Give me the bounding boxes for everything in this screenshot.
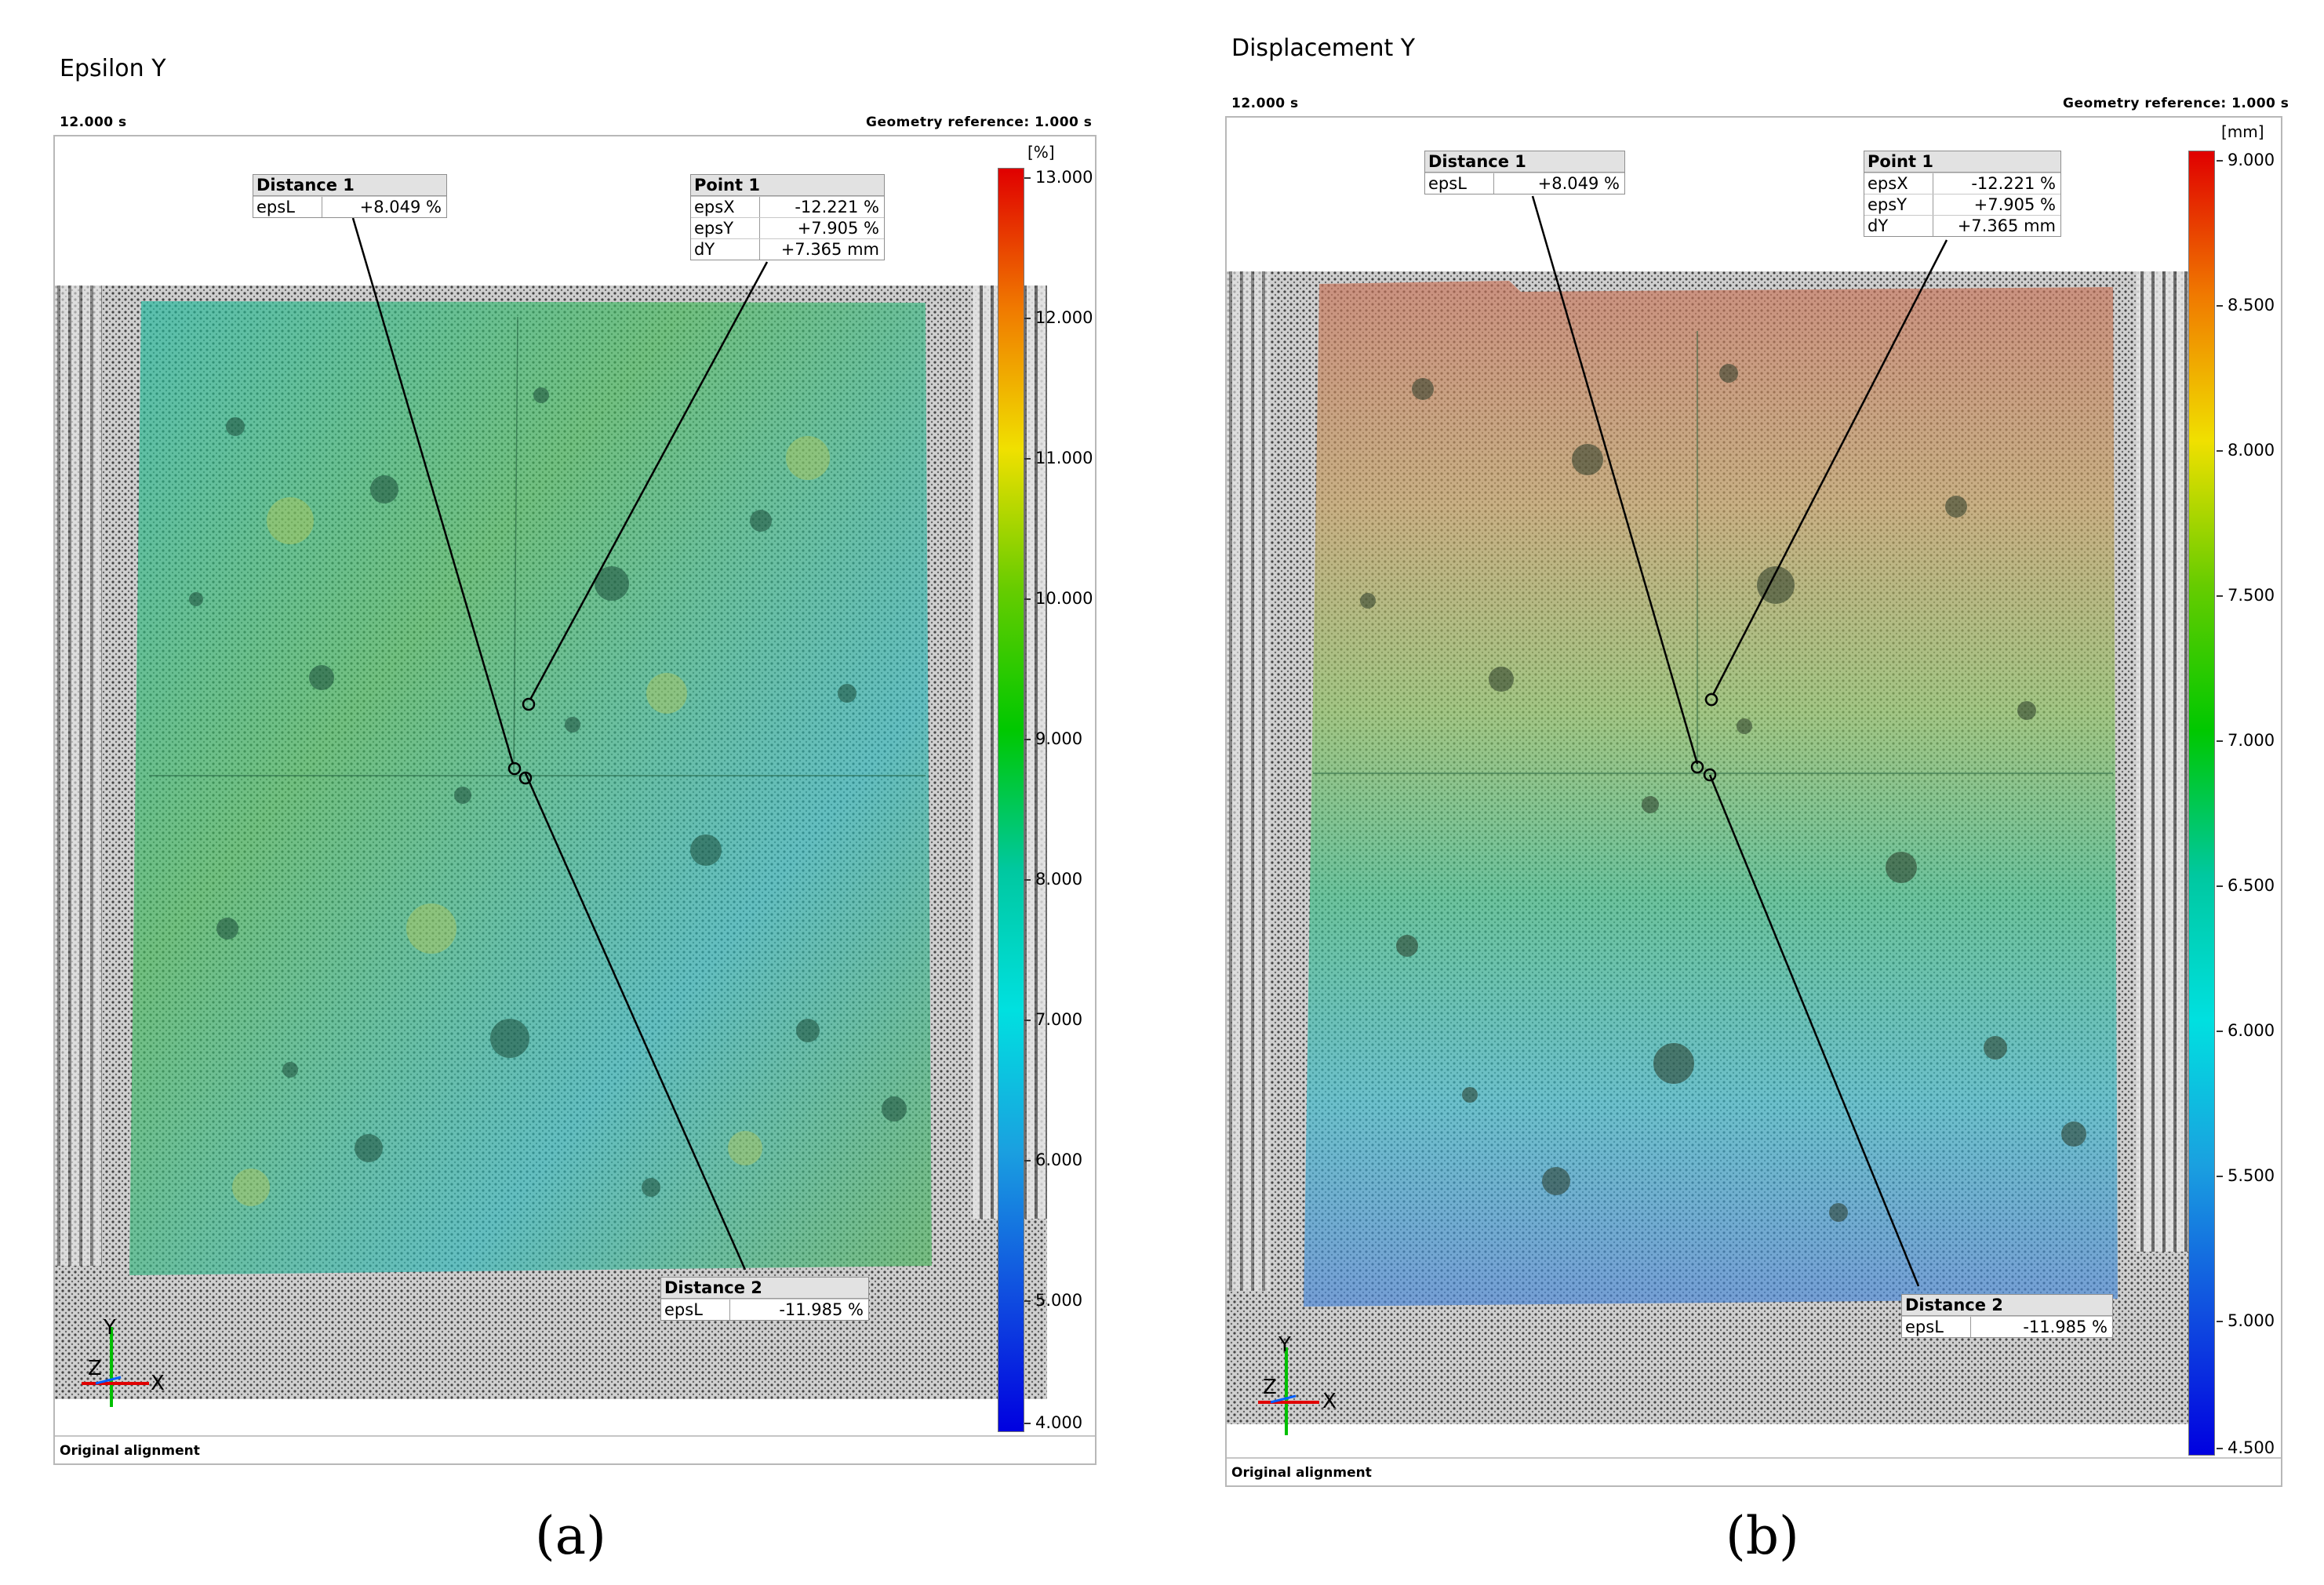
scale-tick: 13.000 [1024, 168, 1093, 187]
subfigure-label: (a) [535, 1506, 606, 1566]
label-row: epsL -11.985 % [1902, 1316, 2112, 1337]
label-value: -12.221 % [1971, 174, 2056, 193]
panel-title: Epsilon Y [60, 55, 166, 82]
label-title: Distance 1 [1425, 151, 1624, 173]
label-key: epsY [691, 218, 760, 238]
geometry-reference-label: Geometry reference: 1.000 s [2063, 96, 2289, 111]
label-row: epsL +8.049 % [1425, 173, 1624, 194]
color-scale-bar [998, 168, 1024, 1432]
time-label: 12.000 s [60, 115, 127, 130]
label-value: -12.221 % [795, 198, 879, 216]
view-frame[interactable]: [%] 13.000 12.000 11.000 10.000 9.000 8.… [53, 135, 1097, 1465]
label-title: Distance 2 [661, 1278, 868, 1299]
scale-tick: 4.500 [2216, 1438, 2275, 1457]
panel-title: Displacement Y [1231, 35, 1416, 62]
speckle-image [1227, 271, 2215, 1424]
scale-tick: 8.000 [2216, 441, 2275, 460]
scale-tick: 8.500 [2216, 296, 2275, 314]
label-row: epsY +7.905 % [691, 217, 884, 238]
axis-y-label: Y [1278, 1333, 1291, 1357]
scale-tick: 11.000 [1024, 449, 1093, 467]
scale-tick: 5.500 [2216, 1166, 2275, 1185]
scale-tick: 6.500 [2216, 876, 2275, 895]
label-title: Point 1 [691, 175, 884, 196]
label-key: dY [691, 239, 760, 260]
label-key: epsL [1902, 1317, 1971, 1337]
label-row: epsX -12.221 % [691, 196, 884, 217]
scale-unit: [%] [1027, 143, 1055, 162]
scale-tick: 9.000 [2216, 151, 2275, 169]
scale-tick: 5.000 [1024, 1291, 1083, 1310]
time-label: 12.000 s [1231, 96, 1299, 111]
scale-tick: 7.500 [2216, 586, 2275, 605]
label-title: Point 1 [1864, 151, 2060, 173]
distance-1-label[interactable]: Distance 1 epsL +8.049 % [253, 174, 447, 218]
scale-tick: 5.000 [2216, 1311, 2275, 1330]
axis-x-label: X [1322, 1390, 1337, 1413]
label-value: +7.905 % [797, 219, 879, 238]
alignment-status: Original alignment [60, 1443, 200, 1459]
scale-tick: 7.000 [2216, 731, 2275, 750]
label-key: epsL [661, 1300, 730, 1320]
label-value: +7.365 mm [780, 240, 879, 259]
speckle-specimen [1227, 271, 2215, 1424]
distance-1-label[interactable]: Distance 1 epsL +8.049 % [1424, 151, 1625, 194]
subfigure-label: (b) [1726, 1506, 1799, 1566]
label-row: epsL +8.049 % [253, 196, 446, 217]
label-row: dY +7.365 mm [1864, 215, 2060, 236]
label-key: dY [1864, 216, 1933, 236]
label-key: epsL [1425, 173, 1494, 194]
status-bar: Original alignment [55, 1435, 1095, 1463]
label-value: +8.049 % [359, 198, 442, 216]
label-row: epsL -11.985 % [661, 1299, 868, 1320]
scale-tick: 4.000 [1024, 1413, 1083, 1432]
scale-unit: [mm] [2221, 122, 2264, 141]
label-value: +7.365 mm [1957, 216, 2056, 235]
axis-x-label: X [151, 1372, 165, 1395]
label-value: +7.905 % [1973, 195, 2056, 214]
point-1-label[interactable]: Point 1 epsX -12.221 % epsY +7.905 % dY … [690, 174, 885, 260]
label-row: epsY +7.905 % [1864, 194, 2060, 215]
axis-y-label: Y [104, 1316, 116, 1340]
label-title: Distance 1 [253, 175, 446, 196]
view-frame[interactable]: [mm] 9.000 8.500 8.000 7.500 7.000 6.500… [1225, 116, 2282, 1487]
distance-2-label[interactable]: Distance 2 epsL -11.985 % [1901, 1294, 2113, 1338]
geometry-reference-label: Geometry reference: 1.000 s [866, 115, 1093, 130]
label-key: epsX [691, 197, 760, 217]
scale-tick: 10.000 [1024, 589, 1093, 608]
distance-2-label[interactable]: Distance 2 epsL -11.985 % [660, 1277, 869, 1321]
scale-tick: 12.000 [1024, 308, 1093, 327]
point-1-label[interactable]: Point 1 epsX -12.221 % epsY +7.905 % dY … [1864, 151, 2061, 237]
scale-tick: 6.000 [1024, 1151, 1083, 1169]
speckle-image [55, 285, 1047, 1399]
label-key: epsX [1864, 173, 1933, 194]
label-value: -11.985 % [2023, 1318, 2108, 1336]
label-key: epsY [1864, 194, 1933, 215]
scale-tick: 9.000 [1024, 729, 1083, 748]
scale-tick: 7.000 [1024, 1010, 1083, 1029]
label-row: dY +7.365 mm [691, 238, 884, 260]
axis-z-label: Z [1263, 1376, 1277, 1399]
label-row: epsX -12.221 % [1864, 173, 2060, 194]
color-scale-bar [2188, 151, 2215, 1456]
label-value: -11.985 % [779, 1300, 864, 1319]
scale-tick: 8.000 [1024, 870, 1083, 889]
label-title: Distance 2 [1902, 1295, 2112, 1316]
status-bar: Original alignment [1227, 1457, 2281, 1485]
scale-tick: 6.000 [2216, 1021, 2275, 1040]
axis-z-label: Z [88, 1357, 102, 1380]
speckle-specimen [55, 285, 1047, 1399]
alignment-status: Original alignment [1231, 1465, 1372, 1481]
label-key: epsL [253, 197, 322, 217]
label-value: +8.049 % [1537, 174, 1620, 193]
